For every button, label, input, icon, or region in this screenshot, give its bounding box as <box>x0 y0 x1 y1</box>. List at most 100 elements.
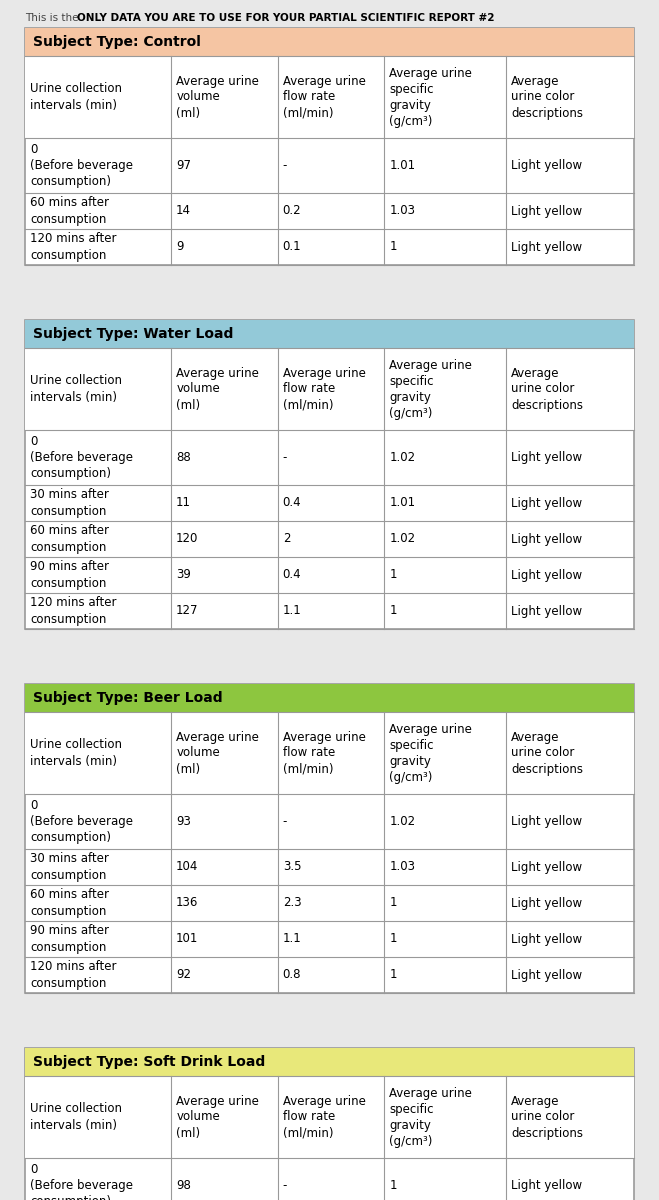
Text: 1.1: 1.1 <box>283 932 301 946</box>
Text: Subject Type: Water Load: Subject Type: Water Load <box>33 326 233 341</box>
Text: Average urine
volume
(ml): Average urine volume (ml) <box>176 366 259 412</box>
Text: 1.02: 1.02 <box>389 533 415 546</box>
Text: 1: 1 <box>389 1178 397 1192</box>
Text: Light yellow: Light yellow <box>511 158 583 172</box>
Text: 2: 2 <box>283 533 290 546</box>
Text: 14: 14 <box>176 204 191 217</box>
Text: 60 mins after
consumption: 60 mins after consumption <box>30 197 109 226</box>
Text: Average urine
volume
(ml): Average urine volume (ml) <box>176 1094 259 1140</box>
Text: 1.02: 1.02 <box>389 451 415 464</box>
Text: 120 mins after
consumption: 120 mins after consumption <box>30 596 117 625</box>
Text: 0.8: 0.8 <box>283 968 301 982</box>
Text: Urine collection
intervals (min): Urine collection intervals (min) <box>30 1103 122 1132</box>
Text: 120 mins after
consumption: 120 mins after consumption <box>30 233 117 262</box>
Text: Light yellow: Light yellow <box>511 932 583 946</box>
Text: -: - <box>283 158 287 172</box>
Text: 0
(Before beverage
consumption): 0 (Before beverage consumption) <box>30 799 133 844</box>
Text: 1.1: 1.1 <box>283 605 301 618</box>
Bar <box>25 684 634 994</box>
Text: Urine collection
intervals (min): Urine collection intervals (min) <box>30 738 122 768</box>
Text: 60 mins after
consumption: 60 mins after consumption <box>30 524 109 553</box>
Text: 0
(Before beverage
consumption): 0 (Before beverage consumption) <box>30 143 133 188</box>
Bar <box>25 320 634 629</box>
Text: Light yellow: Light yellow <box>511 860 583 874</box>
Text: Average urine
volume
(ml): Average urine volume (ml) <box>176 74 259 120</box>
Text: Light yellow: Light yellow <box>511 968 583 982</box>
Bar <box>25 348 634 430</box>
Text: -: - <box>283 815 287 828</box>
Text: Urine collection
intervals (min): Urine collection intervals (min) <box>30 374 122 403</box>
Text: 1: 1 <box>389 240 397 253</box>
Text: 104: 104 <box>176 860 198 874</box>
Text: 60 mins after
consumption: 60 mins after consumption <box>30 888 109 918</box>
Text: Subject Type: Control: Subject Type: Control <box>33 35 201 49</box>
Text: Average
urine color
descriptions: Average urine color descriptions <box>511 731 583 775</box>
Text: 1.02: 1.02 <box>389 815 415 828</box>
Text: Light yellow: Light yellow <box>511 896 583 910</box>
Bar <box>25 56 634 138</box>
Bar <box>25 28 634 56</box>
Text: 136: 136 <box>176 896 198 910</box>
Text: Average urine
flow rate
(ml/min): Average urine flow rate (ml/min) <box>283 731 366 775</box>
Text: 1: 1 <box>389 968 397 982</box>
Text: Light yellow: Light yellow <box>511 240 583 253</box>
Text: 88: 88 <box>176 451 191 464</box>
Text: 0.4: 0.4 <box>283 497 301 510</box>
Text: Subject Type: Beer Load: Subject Type: Beer Load <box>33 691 223 704</box>
Text: Light yellow: Light yellow <box>511 815 583 828</box>
Text: 1.03: 1.03 <box>389 860 415 874</box>
Text: 1.03: 1.03 <box>389 204 415 217</box>
Bar <box>25 1048 634 1200</box>
Bar <box>25 28 634 265</box>
Text: 92: 92 <box>176 968 191 982</box>
Text: 127: 127 <box>176 605 198 618</box>
Text: 93: 93 <box>176 815 191 828</box>
Text: Average urine
specific
gravity
(g/cm³): Average urine specific gravity (g/cm³) <box>389 359 473 420</box>
Text: 0.2: 0.2 <box>283 204 301 217</box>
Text: Light yellow: Light yellow <box>511 497 583 510</box>
Text: 1.01: 1.01 <box>389 158 415 172</box>
Text: Light yellow: Light yellow <box>511 569 583 582</box>
Text: 1: 1 <box>389 932 397 946</box>
Text: Average urine
specific
gravity
(g/cm³): Average urine specific gravity (g/cm³) <box>389 66 473 127</box>
Text: 0.4: 0.4 <box>283 569 301 582</box>
Bar <box>25 712 634 794</box>
Text: 0.1: 0.1 <box>283 240 301 253</box>
Text: 0
(Before beverage
consumption): 0 (Before beverage consumption) <box>30 434 133 480</box>
Text: ONLY DATA YOU ARE TO USE FOR YOUR PARTIAL SCIENTIFIC REPORT #2: ONLY DATA YOU ARE TO USE FOR YOUR PARTIA… <box>77 13 494 23</box>
Text: Urine collection
intervals (min): Urine collection intervals (min) <box>30 83 122 112</box>
Text: 1: 1 <box>389 896 397 910</box>
Text: 120: 120 <box>176 533 198 546</box>
Text: 120 mins after
consumption: 120 mins after consumption <box>30 960 117 990</box>
Text: Light yellow: Light yellow <box>511 1178 583 1192</box>
Text: 11: 11 <box>176 497 191 510</box>
Text: -: - <box>283 451 287 464</box>
Text: 0
(Before beverage
consumption): 0 (Before beverage consumption) <box>30 1163 133 1200</box>
Text: 9: 9 <box>176 240 184 253</box>
Text: 30 mins after
consumption: 30 mins after consumption <box>30 488 109 517</box>
Text: Light yellow: Light yellow <box>511 533 583 546</box>
Text: Average urine
flow rate
(ml/min): Average urine flow rate (ml/min) <box>283 74 366 120</box>
Text: 2.3: 2.3 <box>283 896 301 910</box>
Text: Subject Type: Soft Drink Load: Subject Type: Soft Drink Load <box>33 1055 266 1069</box>
Text: Average urine
flow rate
(ml/min): Average urine flow rate (ml/min) <box>283 366 366 412</box>
Text: 1: 1 <box>389 605 397 618</box>
Bar <box>25 1048 634 1076</box>
Text: Average
urine color
descriptions: Average urine color descriptions <box>511 1094 583 1140</box>
Text: Average
urine color
descriptions: Average urine color descriptions <box>511 74 583 120</box>
Text: -: - <box>283 1178 287 1192</box>
Text: Light yellow: Light yellow <box>511 451 583 464</box>
Text: 3.5: 3.5 <box>283 860 301 874</box>
Text: 90 mins after
consumption: 90 mins after consumption <box>30 924 109 954</box>
Text: 90 mins after
consumption: 90 mins after consumption <box>30 560 109 589</box>
Text: Average urine
specific
gravity
(g/cm³): Average urine specific gravity (g/cm³) <box>389 1086 473 1147</box>
Text: Light yellow: Light yellow <box>511 605 583 618</box>
Bar <box>25 320 634 348</box>
Bar <box>25 684 634 712</box>
Text: 97: 97 <box>176 158 191 172</box>
Bar <box>25 1076 634 1158</box>
Text: 39: 39 <box>176 569 191 582</box>
Text: 101: 101 <box>176 932 198 946</box>
Text: Average
urine color
descriptions: Average urine color descriptions <box>511 366 583 412</box>
Text: 30 mins after
consumption: 30 mins after consumption <box>30 852 109 882</box>
